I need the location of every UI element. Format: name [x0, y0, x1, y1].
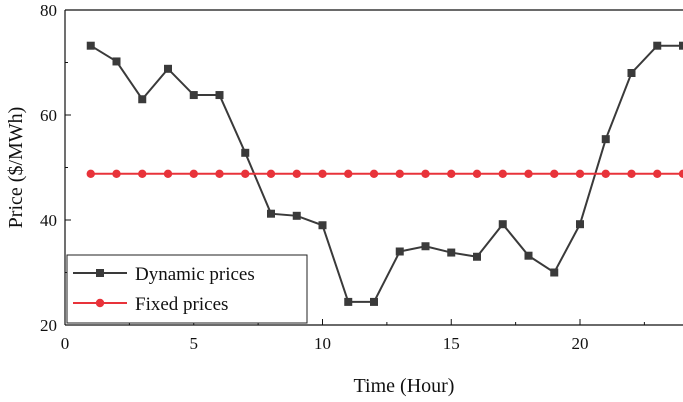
- data-point: [472, 169, 482, 178]
- data-point: [241, 169, 250, 178]
- y-tick-label: 20: [40, 316, 57, 335]
- data-point: [679, 41, 683, 50]
- data-point: [421, 242, 430, 251]
- data-point: [601, 169, 610, 178]
- data-point: [395, 169, 404, 178]
- data-point: [344, 297, 353, 306]
- data-point: [292, 211, 301, 220]
- data-point: [498, 220, 507, 229]
- x-tick-label: 0: [61, 334, 70, 353]
- data-point: [112, 57, 121, 66]
- x-axis-title: Time (Hour): [354, 375, 455, 397]
- data-point: [627, 69, 636, 77]
- data-point: [524, 251, 533, 260]
- data-point: [653, 169, 662, 178]
- data-point: [86, 169, 95, 178]
- series-1: [86, 169, 683, 178]
- data-point: [164, 64, 172, 73]
- data-point: [370, 297, 378, 306]
- legend-label: Dynamic prices: [135, 264, 255, 285]
- data-point: [447, 169, 456, 178]
- y-axis-title: Price ($/MWh): [5, 107, 27, 229]
- data-point: [344, 169, 353, 178]
- data-point: [550, 169, 559, 178]
- data-point: [447, 248, 456, 257]
- data-point: [138, 95, 147, 104]
- series-layer: [86, 41, 683, 306]
- legend-marker: [96, 269, 104, 277]
- data-point: [112, 169, 121, 178]
- data-point: [678, 169, 683, 178]
- data-point: [266, 169, 276, 178]
- data-point: [653, 41, 662, 50]
- data-point: [395, 247, 404, 256]
- data-point: [627, 169, 636, 178]
- series-0: [86, 41, 683, 306]
- y-tick-label: 60: [40, 106, 57, 125]
- data-point: [601, 135, 610, 144]
- legend-label: Fixed prices: [135, 294, 228, 315]
- data-point: [550, 268, 559, 277]
- y-tick-label: 80: [40, 1, 57, 20]
- data-point: [267, 209, 275, 218]
- data-point: [318, 169, 327, 178]
- data-point: [576, 220, 584, 229]
- data-point: [138, 169, 147, 178]
- data-point: [215, 91, 224, 100]
- x-tick-label: 15: [443, 334, 460, 353]
- x-tick-label: 10: [314, 334, 331, 353]
- data-point: [86, 41, 95, 50]
- data-point: [524, 169, 533, 178]
- series-line: [90, 44, 683, 303]
- legend-box: [66, 254, 308, 324]
- data-point: [575, 169, 585, 178]
- data-point: [189, 169, 198, 178]
- x-tick-label: 5: [190, 334, 199, 353]
- axes-layer: 0 5 10 15 20 20 40 60 80: [40, 1, 683, 353]
- data-point: [318, 221, 327, 230]
- data-point: [189, 91, 198, 100]
- data-point: [369, 169, 379, 178]
- data-point: [292, 169, 301, 178]
- data-point: [421, 169, 430, 178]
- y-tick-label: 40: [40, 211, 57, 230]
- legend-marker: [95, 298, 105, 308]
- data-point: [498, 169, 507, 178]
- x-tick-label: 20: [572, 334, 589, 353]
- data-point: [215, 169, 224, 178]
- data-point: [473, 252, 481, 261]
- legend: Dynamic prices Fixed prices: [66, 254, 308, 324]
- data-point: [163, 169, 173, 178]
- data-point: [241, 148, 250, 157]
